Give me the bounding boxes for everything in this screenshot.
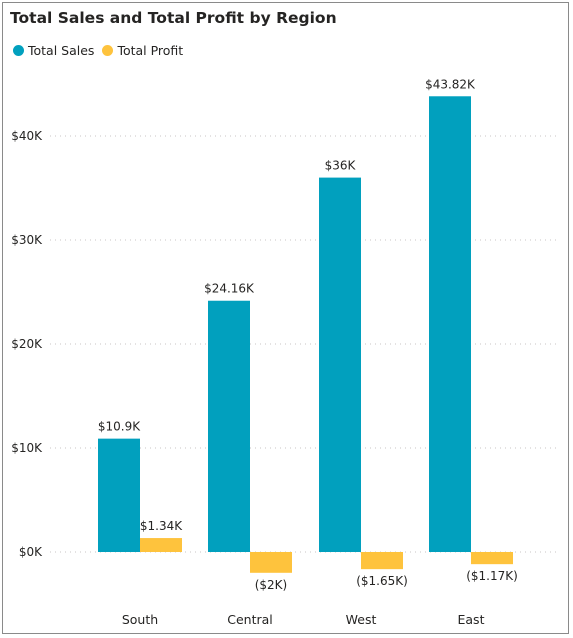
legend-swatch-total-profit [102, 45, 114, 56]
bar-total-profit [250, 552, 292, 573]
data-label-total-sales: $24.16K [204, 282, 255, 296]
bar-total-sales [319, 177, 361, 552]
legend-swatch-total-sales [13, 45, 24, 56]
data-label-total-profit: ($1.65K) [356, 574, 408, 588]
bar-total-sales [208, 300, 250, 552]
data-label-total-sales: $10.9K [98, 420, 141, 434]
legend-label-total-profit: Total Profit [117, 43, 184, 58]
x-tick-label: East [458, 612, 485, 627]
legend-label-total-sales: Total Sales [28, 43, 95, 58]
bar-total-profit [361, 552, 403, 570]
data-label-total-sales: $36K [325, 159, 357, 173]
chart-legend: Total Sales Total Profit [13, 43, 191, 58]
bar-total-profit [140, 538, 182, 552]
data-label-total-sales: $43.82K [425, 77, 476, 91]
x-tick-label: Central [227, 612, 273, 627]
bar-total-sales [429, 96, 471, 552]
legend-item-total-profit[interactable]: Total Profit [102, 43, 183, 58]
data-label-total-profit: ($1.17K) [466, 569, 518, 583]
data-label-total-profit: $1.34K [140, 519, 183, 533]
bar-total-sales [98, 438, 140, 552]
legend-item-total-sales[interactable]: Total Sales [13, 43, 94, 58]
x-tick-label: South [122, 612, 158, 627]
y-tick-label: $0K [19, 545, 43, 559]
y-tick-label: $10K [11, 441, 43, 455]
chart-title: Total Sales and Total Profit by Region [10, 9, 337, 27]
y-tick-label: $20K [11, 337, 43, 351]
x-tick-label: West [346, 612, 377, 627]
y-tick-label: $40K [11, 129, 43, 143]
bar-total-profit [471, 552, 513, 565]
data-label-total-profit: ($2K) [255, 578, 288, 592]
y-tick-label: $30K [11, 233, 43, 247]
